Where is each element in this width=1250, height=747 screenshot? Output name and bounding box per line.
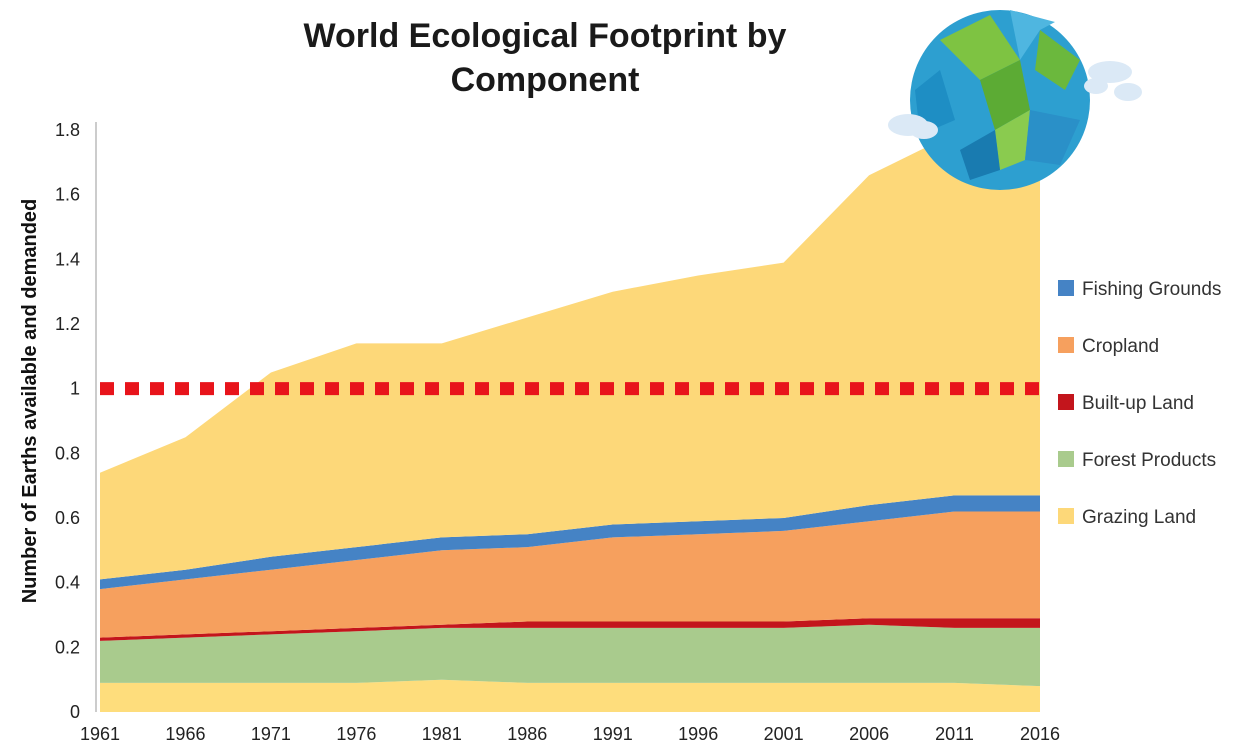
x-tick-label: 1991 [593, 724, 633, 744]
legend-swatch [1058, 508, 1074, 524]
legend-swatch [1058, 280, 1074, 296]
y-tick-label: 0 [70, 702, 80, 722]
legend-label: Built-up Land [1082, 393, 1194, 414]
x-tick-label: 1961 [80, 724, 120, 744]
y-tick-label: 1 [70, 379, 80, 399]
x-tick-label: 2011 [935, 724, 974, 744]
legend-label: Fishing Grounds [1082, 279, 1221, 300]
y-tick-label: 1.6 [55, 185, 80, 205]
y-tick-label: 1.2 [55, 314, 80, 334]
legend-label: Grazing Land [1082, 507, 1196, 528]
legend-swatch [1058, 394, 1074, 410]
legend-label: Cropland [1082, 336, 1159, 357]
chart-title: World Ecological Footprint by Component [303, 17, 787, 99]
x-tick-label: 1971 [251, 724, 291, 744]
y-tick-label: 0.2 [55, 637, 80, 657]
legend-label: Forest Products [1082, 450, 1216, 471]
y-axis-label-group: Number of Earths available and demanded [19, 199, 41, 604]
legend-swatch [1058, 337, 1074, 353]
y-tick-label: 0.4 [55, 573, 80, 593]
y-tick-label: 0.6 [55, 508, 80, 528]
x-tick-label: 2006 [849, 724, 889, 744]
area-built-up-land [100, 618, 1040, 641]
legend-swatch [1058, 451, 1074, 467]
x-tick-label: 2001 [764, 724, 804, 744]
x-tick-label: 2016 [1020, 724, 1060, 744]
areas-layer [100, 133, 1040, 712]
area-carbon [100, 679, 1040, 712]
x-tick-label: 1976 [336, 724, 376, 744]
y-tick-label: 0.8 [55, 443, 80, 463]
area-grazing-land [100, 133, 1040, 580]
axes: 0 0.2 0.4 0.6 0.8 1 1.2 1.4 1.6 1.8 1961 1966 1971 19… [55, 120, 1060, 744]
area-cropland [100, 511, 1040, 638]
legend: Fishing Grounds Cropland Built-up Land Fore… [1058, 279, 1221, 528]
x-tick-label: 1966 [165, 724, 205, 744]
earth-globe-icon [888, 10, 1142, 190]
y-axis-label: Number of Earths available and demanded [19, 199, 41, 604]
x-tick-label: 1986 [507, 724, 547, 744]
area-forest-products [100, 624, 1040, 687]
y-tick-label: 1.8 [55, 120, 80, 140]
area-fishing-grounds [100, 495, 1040, 590]
x-tick-label: 1981 [422, 724, 462, 744]
x-tick-label: 1996 [678, 724, 718, 744]
y-tick-label: 1.4 [55, 249, 80, 269]
